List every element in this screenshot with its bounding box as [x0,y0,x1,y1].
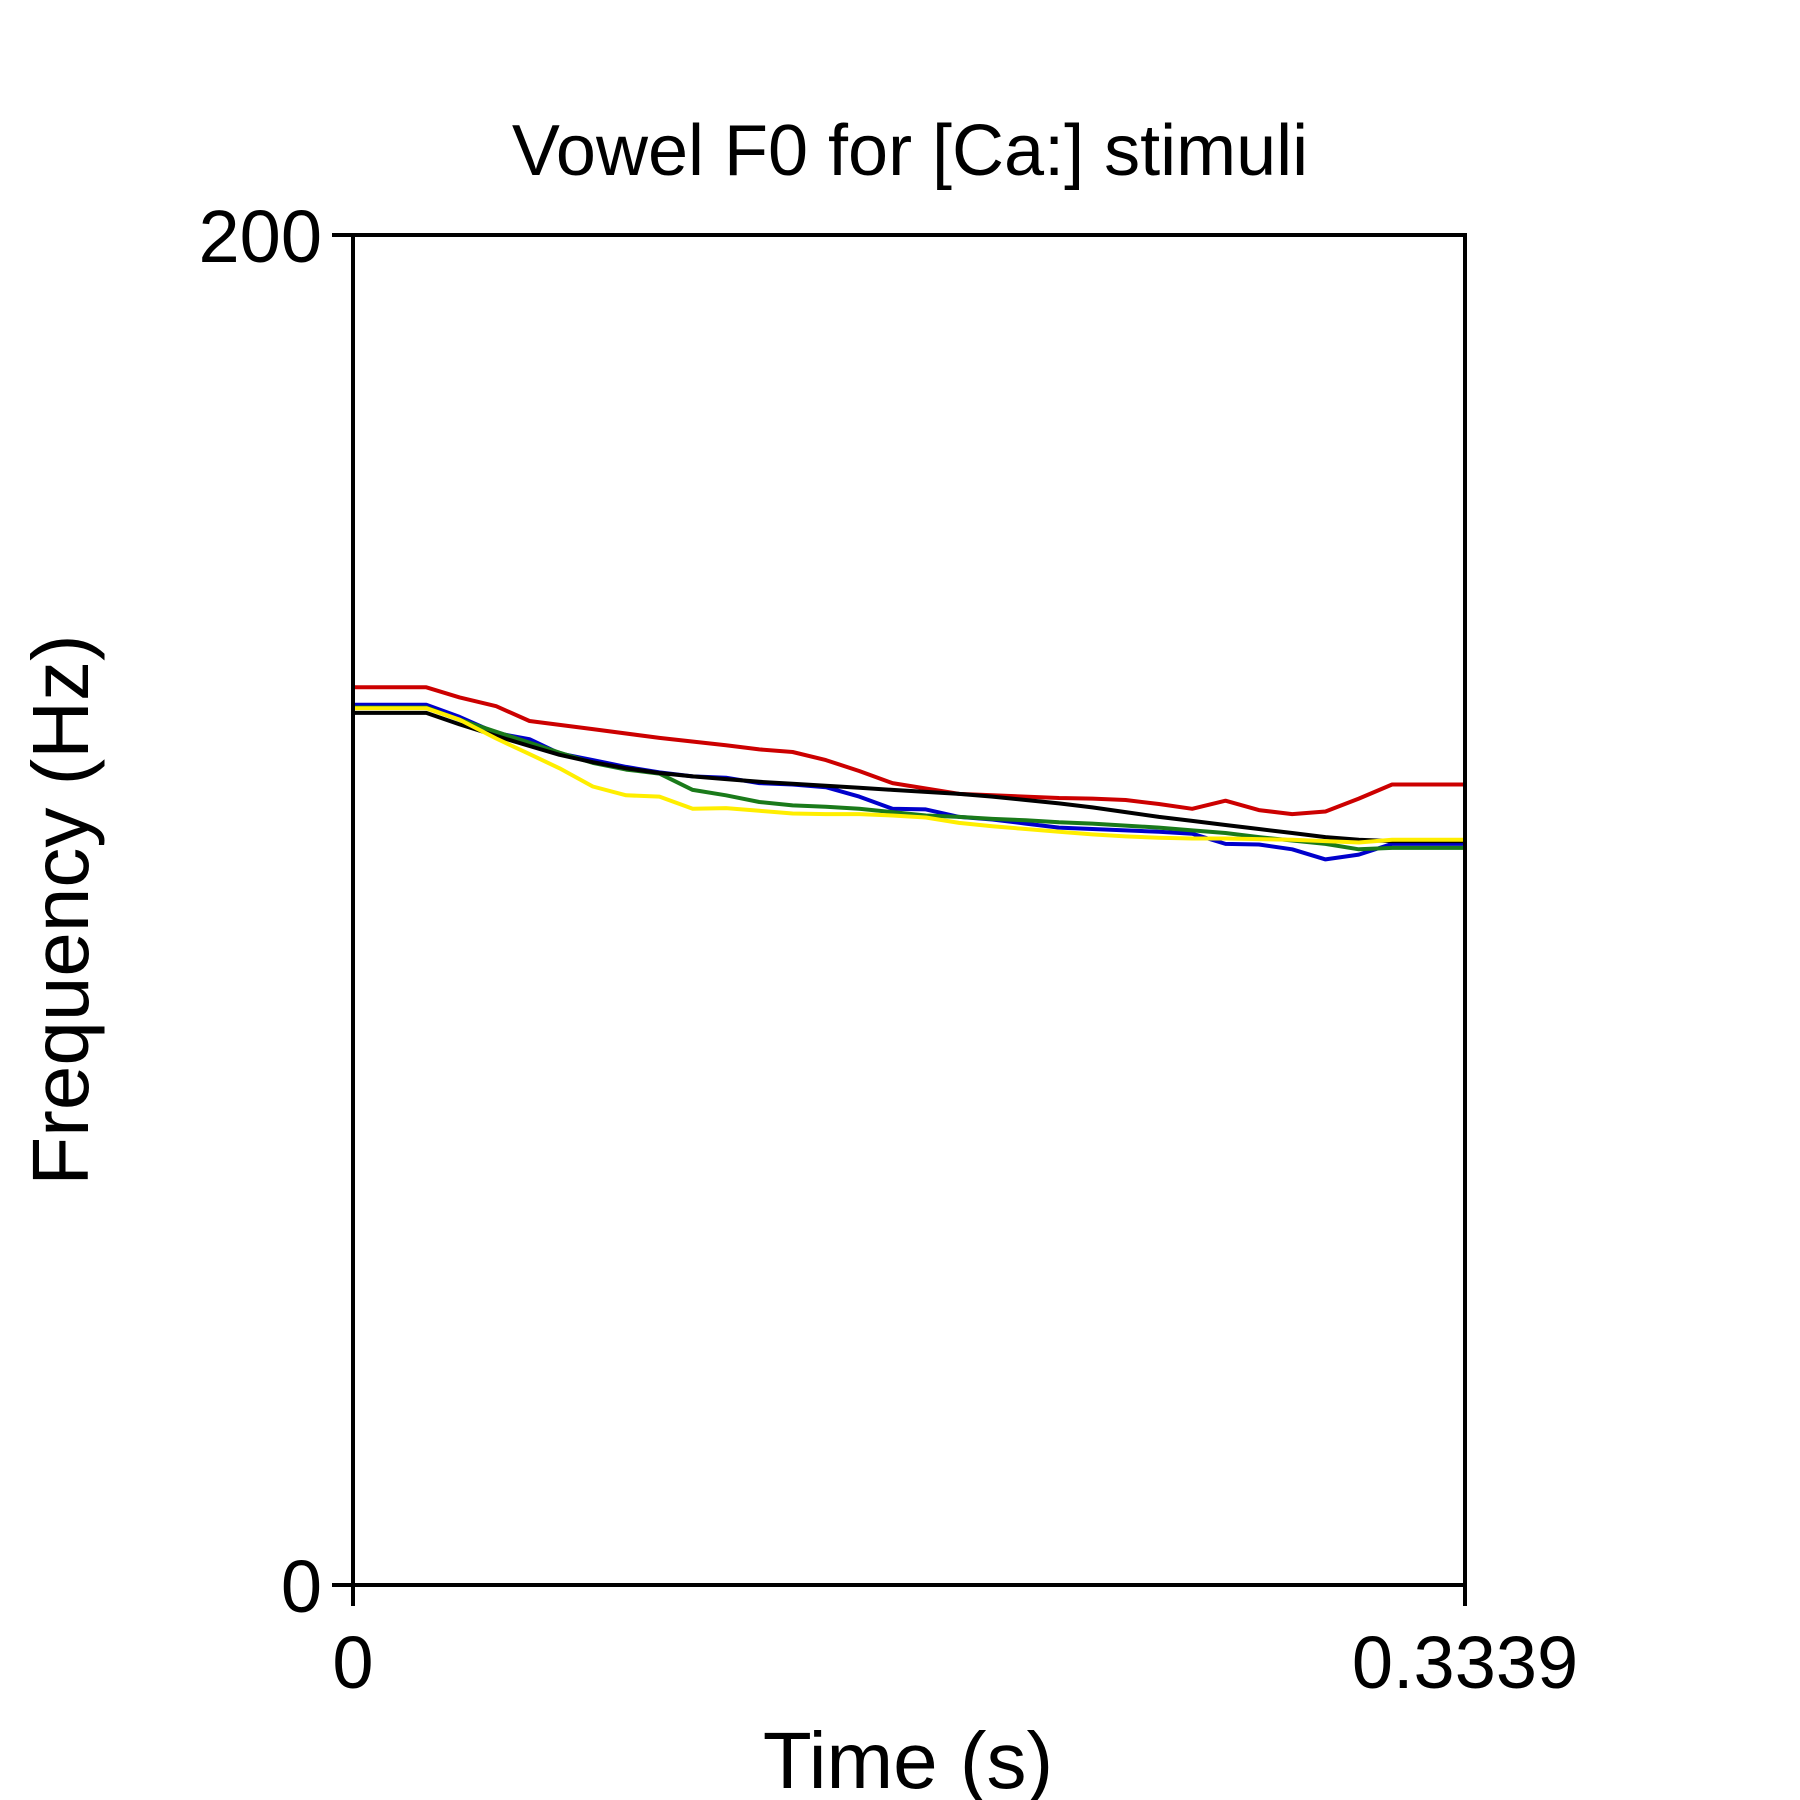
series-line-4 [353,710,1465,844]
series-line-3 [353,705,1465,852]
y-axis-label: Frequency (Hz) [16,634,105,1185]
series-line-2 [353,702,1465,862]
series-layer [353,685,1465,862]
series-line-5 [353,706,1465,845]
chart-title: Vowel F0 for [Ca:] stimuli [512,111,1308,191]
plot-frame [351,233,1467,1587]
y-tick-label-max: 200 [199,195,322,278]
x-tick-label-min: 0 [332,1621,373,1704]
x-tick-label-max: 0.3339 [1352,1621,1578,1704]
y-tick-label-min: 0 [281,1545,322,1628]
x-axis-label: Time (s) [763,1716,1053,1800]
